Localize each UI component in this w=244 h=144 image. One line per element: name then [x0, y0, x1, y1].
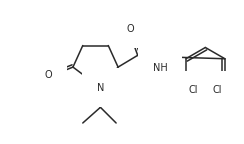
Text: N: N — [97, 83, 104, 93]
Text: Cl: Cl — [212, 85, 222, 95]
Text: O: O — [45, 70, 52, 80]
Text: O: O — [126, 24, 134, 34]
Text: NH: NH — [153, 63, 168, 73]
Text: Cl: Cl — [189, 85, 198, 95]
